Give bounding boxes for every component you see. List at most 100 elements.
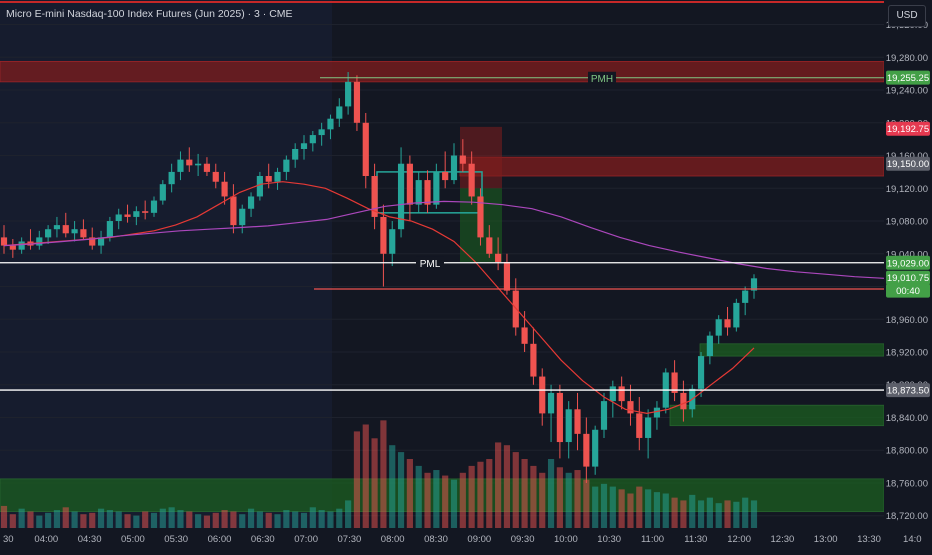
volume-bar bbox=[600, 483, 608, 528]
volume-bar bbox=[309, 507, 316, 528]
candle-body bbox=[168, 171, 175, 185]
volume-bar bbox=[724, 500, 731, 528]
zone-support-upper bbox=[699, 343, 885, 357]
volume-bar bbox=[424, 472, 431, 528]
volume-bar bbox=[247, 508, 255, 528]
candle-body bbox=[300, 143, 308, 149]
candle-body bbox=[71, 229, 78, 234]
time-tick-label: 11:30 bbox=[684, 534, 707, 545]
candle-body bbox=[9, 245, 16, 250]
candle-body bbox=[106, 221, 113, 238]
trade-stop-box bbox=[460, 126, 502, 189]
price-tag-label: 00:40 bbox=[896, 286, 920, 297]
price-tag bbox=[886, 121, 930, 136]
volume-bar bbox=[530, 465, 537, 528]
volume-bar bbox=[256, 511, 263, 528]
volume-bar bbox=[345, 500, 352, 528]
price-tick-label: 19,040.00 bbox=[886, 249, 928, 260]
price-tick-label: 19,240.00 bbox=[886, 86, 928, 97]
volume-bar bbox=[265, 512, 272, 528]
candle-body bbox=[239, 208, 246, 226]
time-tick-label: 08:30 bbox=[424, 534, 448, 545]
volume-bar bbox=[353, 431, 361, 528]
volume-bar bbox=[397, 452, 405, 528]
price-tag bbox=[886, 70, 930, 85]
candle-body bbox=[353, 81, 361, 123]
candle-body bbox=[247, 196, 255, 209]
volume-bar bbox=[697, 500, 705, 528]
price-tag bbox=[886, 383, 930, 398]
candle-body bbox=[186, 159, 193, 166]
candle-body bbox=[442, 171, 449, 181]
candle-body bbox=[115, 214, 122, 222]
volume-bar bbox=[45, 512, 52, 528]
candle-body bbox=[468, 163, 475, 197]
candle-body bbox=[406, 163, 413, 205]
price-tick-label: 18,920.00 bbox=[886, 348, 928, 359]
candle-body bbox=[653, 407, 661, 418]
volume-bar bbox=[168, 507, 175, 528]
candle-body bbox=[292, 148, 299, 160]
volume-bar bbox=[0, 505, 8, 528]
volume-bar bbox=[327, 511, 334, 528]
volume-bar bbox=[742, 497, 749, 528]
volume-bar bbox=[283, 510, 290, 528]
volume-bar bbox=[715, 503, 722, 528]
time-tick-label: 10:30 bbox=[597, 534, 621, 545]
price-tag-label: 19,192.75 bbox=[887, 124, 929, 135]
price-tag-label: 19,010.75 bbox=[887, 273, 929, 284]
price-tag bbox=[886, 156, 930, 171]
price-tag-label: 19,255.25 bbox=[887, 73, 929, 84]
candle-body bbox=[680, 392, 687, 410]
candle-body bbox=[203, 163, 211, 172]
candle-body bbox=[371, 176, 378, 217]
volume-bar bbox=[212, 512, 219, 528]
volume-bar bbox=[9, 514, 16, 528]
volume-bar bbox=[62, 507, 69, 528]
volume-bar bbox=[124, 514, 131, 528]
volume-bar bbox=[512, 452, 519, 528]
volume-bar bbox=[583, 479, 590, 528]
time-tick-label: 06:00 bbox=[208, 534, 232, 545]
price-tick-label: 19,160.00 bbox=[886, 151, 928, 162]
volume-bar bbox=[97, 508, 105, 528]
volume-bar bbox=[380, 420, 387, 528]
time-tick-label: 04:00 bbox=[34, 534, 58, 545]
volume-bar bbox=[106, 510, 113, 528]
volume-bar bbox=[292, 511, 299, 528]
candle-body bbox=[742, 290, 749, 303]
volume-bar bbox=[150, 512, 158, 528]
candle-body bbox=[530, 343, 537, 377]
volume-bar bbox=[618, 489, 625, 528]
volume-bar bbox=[609, 486, 616, 528]
volume-bar bbox=[636, 486, 643, 528]
candle-body bbox=[486, 237, 493, 254]
volume-bar bbox=[36, 515, 43, 528]
volume-bar bbox=[468, 465, 475, 528]
currency-button[interactable]: USD bbox=[888, 5, 926, 27]
volume-bar bbox=[459, 472, 466, 528]
volume-bar bbox=[159, 508, 166, 528]
candle-body bbox=[583, 433, 590, 467]
volume-bar bbox=[274, 514, 281, 528]
candle-body bbox=[274, 171, 281, 182]
candle-body bbox=[0, 237, 8, 246]
candle-body bbox=[212, 171, 219, 182]
volume-bar bbox=[27, 511, 34, 528]
candle-body bbox=[97, 237, 105, 246]
time-tick-label: 09:30 bbox=[511, 534, 535, 545]
time-tick-label: 05:00 bbox=[121, 534, 145, 545]
volume-bar bbox=[362, 424, 369, 528]
price-tick-label: 19,080.00 bbox=[886, 217, 928, 228]
candle-body bbox=[177, 159, 184, 172]
candle-body bbox=[636, 413, 643, 438]
volume-bar bbox=[142, 511, 149, 528]
volume-bar bbox=[71, 511, 78, 528]
candle-body bbox=[600, 401, 608, 430]
price-tick-label: 19,120.00 bbox=[886, 184, 928, 195]
price-tick-label: 18,760.00 bbox=[886, 478, 928, 489]
price-tag-label: 19,029.00 bbox=[887, 258, 929, 269]
time-tick-label: 09:00 bbox=[467, 534, 491, 545]
